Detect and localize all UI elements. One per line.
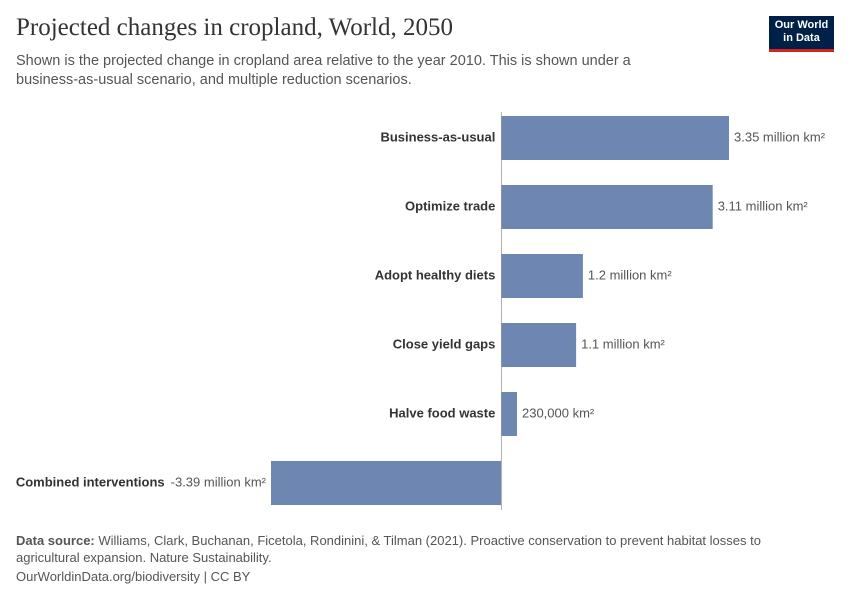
bar: [501, 254, 583, 298]
logo-text: Our World: [774, 19, 829, 31]
chart-subtitle: Shown is the projected change in croplan…: [16, 53, 631, 88]
value-label: -3.39 million km²: [171, 474, 267, 489]
value-label: 3.35 million km²: [734, 129, 826, 144]
bar: [271, 461, 502, 505]
bar: [501, 185, 713, 229]
category-label: Close yield gaps: [393, 336, 496, 351]
logo-text: in Data: [783, 32, 820, 44]
category-label: Business-as-usual: [380, 129, 495, 144]
logo[interactable]: Our World in Data: [769, 16, 834, 52]
bar: [501, 392, 517, 436]
category-label: Optimize trade: [405, 198, 495, 213]
category-label: Combined interventions: [16, 474, 165, 489]
source-text: Williams, Clark, Buchanan, Ficetola, Ron…: [16, 533, 761, 565]
chart-title: Projected changes in cropland, World, 20…: [16, 14, 453, 41]
value-label: 1.2 million km²: [588, 267, 672, 282]
bar: [501, 116, 729, 160]
value-label: 1.1 million km²: [581, 336, 665, 351]
value-label: 230,000 km²: [522, 405, 595, 420]
value-label: 3.11 million km²: [718, 198, 809, 213]
bar: [501, 323, 577, 367]
source-label: Data source:: [16, 533, 95, 548]
source: Data source: Williams, Clark, Buchanan, …: [16, 532, 826, 566]
category-label: Adopt healthy diets: [375, 267, 496, 282]
footer-url[interactable]: OurWorldinData.org/biodiversity | CC BY: [16, 569, 251, 584]
category-label: Halve food waste: [389, 405, 495, 420]
